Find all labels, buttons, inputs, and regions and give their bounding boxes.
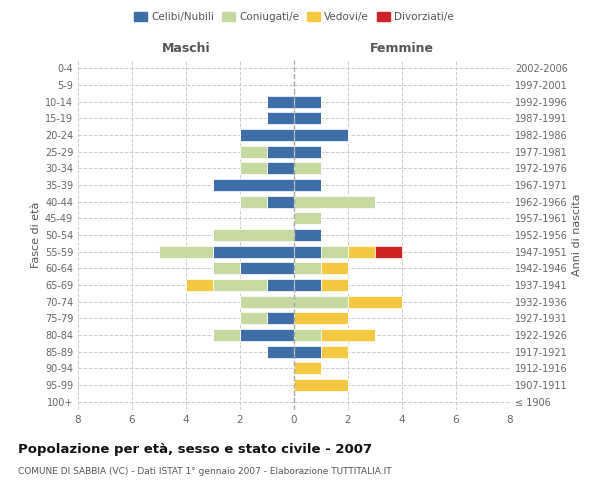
Bar [294,96,321,108]
Bar [240,312,267,324]
Bar [321,246,348,258]
Bar [294,146,321,158]
Bar [321,262,348,274]
Text: Maschi: Maschi [161,42,211,55]
Text: Femmine: Femmine [370,42,434,55]
Bar [159,246,213,258]
Bar [294,329,321,341]
Bar [321,329,375,341]
Bar [240,162,267,174]
Bar [348,296,402,308]
Bar [294,179,321,191]
Bar [267,146,294,158]
Bar [294,129,348,141]
Bar [240,129,294,141]
Bar [213,329,240,341]
Bar [267,96,294,108]
Bar [375,246,402,258]
Bar [240,196,267,207]
Bar [186,279,213,291]
Bar [213,246,294,258]
Text: COMUNE DI SABBIA (VC) - Dati ISTAT 1° gennaio 2007 - Elaborazione TUTTITALIA.IT: COMUNE DI SABBIA (VC) - Dati ISTAT 1° ge… [18,468,392,476]
Y-axis label: Anni di nascita: Anni di nascita [572,194,582,276]
Bar [321,346,348,358]
Bar [294,296,348,308]
Bar [267,312,294,324]
Bar [294,196,375,207]
Bar [267,112,294,124]
Bar [240,296,294,308]
Bar [294,229,321,241]
Bar [267,346,294,358]
Bar [213,229,294,241]
Bar [294,246,321,258]
Bar [294,262,321,274]
Bar [267,279,294,291]
Bar [294,362,321,374]
Bar [267,196,294,207]
Bar [213,262,240,274]
Bar [240,146,267,158]
Bar [294,346,321,358]
Bar [213,179,294,191]
Bar [240,262,294,274]
Bar [267,162,294,174]
Bar [294,279,321,291]
Y-axis label: Fasce di età: Fasce di età [31,202,41,268]
Bar [321,279,348,291]
Bar [213,279,267,291]
Legend: Celibi/Nubili, Coniugati/e, Vedovi/e, Divorziati/e: Celibi/Nubili, Coniugati/e, Vedovi/e, Di… [130,8,458,26]
Bar [294,112,321,124]
Bar [294,312,348,324]
Bar [240,329,294,341]
Bar [294,212,321,224]
Bar [294,379,348,391]
Bar [348,246,375,258]
Text: Popolazione per età, sesso e stato civile - 2007: Popolazione per età, sesso e stato civil… [18,442,372,456]
Bar [294,162,321,174]
